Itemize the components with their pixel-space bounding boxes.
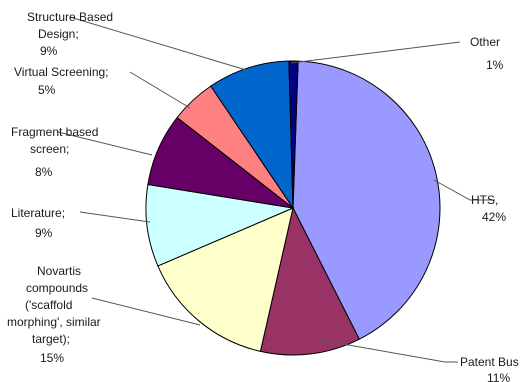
pie-slice-structure-based-design — [210, 60, 294, 210]
label-other-name: Other — [470, 35, 500, 49]
pie-slice-hts — [292, 60, 441, 340]
pie-slices — [145, 60, 441, 356]
leader-line-fragment — [57, 131, 153, 156]
label-novartis-name: Novartis compounds ('scaffold morphing',… — [7, 264, 104, 346]
label-hts-name: HTS, — [471, 193, 498, 207]
pie-slice-other — [288, 60, 299, 209]
label-other-value: 1% — [486, 58, 504, 72]
leader-line-literature — [79, 211, 151, 223]
label-literature-value: 9% — [35, 226, 53, 240]
leader-line-patent — [319, 339, 458, 363]
label-virtual-name: Virtual Screening; — [14, 65, 109, 79]
leader-line-other — [290, 41, 461, 64]
label-sbd-name: Structure Based Design; — [27, 10, 116, 41]
leader-line-hts — [433, 179, 495, 201]
label-literature-name: Literature; — [11, 206, 65, 220]
pie-slice-literature — [145, 183, 295, 267]
label-virtual-value: 5% — [38, 83, 56, 97]
leader-line-novartis — [91, 297, 201, 326]
label-hts-value: 42% — [482, 210, 506, 224]
pie-slice-novartis-compounds-scaffold-morphing-similar-target — [157, 207, 294, 352]
label-patent-value: 11% — [487, 371, 510, 382]
label-novartis-value: 15% — [40, 351, 64, 365]
leader-lines — [57, 16, 495, 363]
label-patent-name: Patent Bus — [460, 355, 519, 369]
leader-line-virtual — [129, 71, 191, 109]
label-fragment-value: 8% — [35, 165, 53, 179]
leader-line-sbd — [69, 16, 247, 71]
label-fragment-name: Fragment based screen; — [11, 125, 102, 156]
label-sbd-value: 9% — [40, 44, 58, 58]
